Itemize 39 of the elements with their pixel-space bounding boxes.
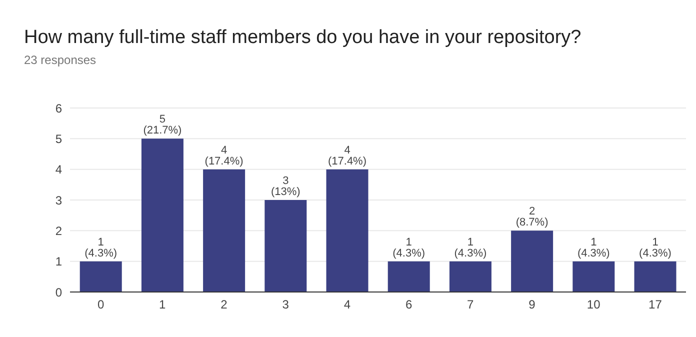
data-label: 1 (4.3%)	[454, 236, 487, 260]
chart-title: How many full-time staff members do you have in your repository?	[24, 27, 582, 49]
y-tick-label: 0	[55, 285, 62, 300]
x-tick-label: 0	[97, 298, 104, 312]
data-label: 2 (8.7%)	[516, 206, 548, 229]
x-tick-label: 9	[528, 298, 536, 312]
y-tick-label: 4	[55, 162, 62, 177]
y-tick-label: 3	[55, 193, 62, 208]
bar	[141, 138, 184, 292]
bar	[326, 169, 368, 292]
chart-subtitle: 23 responses	[24, 53, 96, 67]
y-tick-label: 2	[55, 224, 62, 238]
data-label: 1 (4.3%)	[392, 236, 426, 260]
x-tick-label: 17	[648, 298, 662, 312]
bar	[203, 169, 246, 292]
bar	[572, 261, 615, 292]
bar	[634, 261, 676, 292]
data-label: 1 (4.3%)	[84, 236, 118, 260]
x-tick-label: 2	[220, 298, 228, 312]
y-tick-label: 6	[55, 101, 62, 116]
x-tick-label: 6	[405, 298, 412, 312]
bar	[80, 261, 122, 292]
x-tick-label: 1	[159, 298, 166, 312]
data-label: 1 (4.3%)	[639, 236, 672, 260]
data-label: 5 (21.7%)	[143, 114, 182, 137]
x-tick-label: 10	[586, 298, 601, 312]
x-tick-label: 7	[467, 298, 474, 312]
bar	[264, 200, 307, 292]
y-tick-label: 1	[55, 254, 62, 269]
data-label: 1 (4.3%)	[577, 236, 610, 260]
y-tick-label: 5	[55, 132, 62, 146]
bar	[449, 261, 492, 292]
x-tick-label: 4	[344, 298, 351, 312]
data-label: 3 (13%)	[270, 175, 300, 198]
data-label: 4 (17.4%)	[328, 144, 367, 168]
bar	[511, 230, 554, 292]
data-label: 4 (17.4%)	[204, 144, 244, 168]
bar	[388, 261, 430, 292]
x-tick-label: 3	[282, 298, 290, 312]
